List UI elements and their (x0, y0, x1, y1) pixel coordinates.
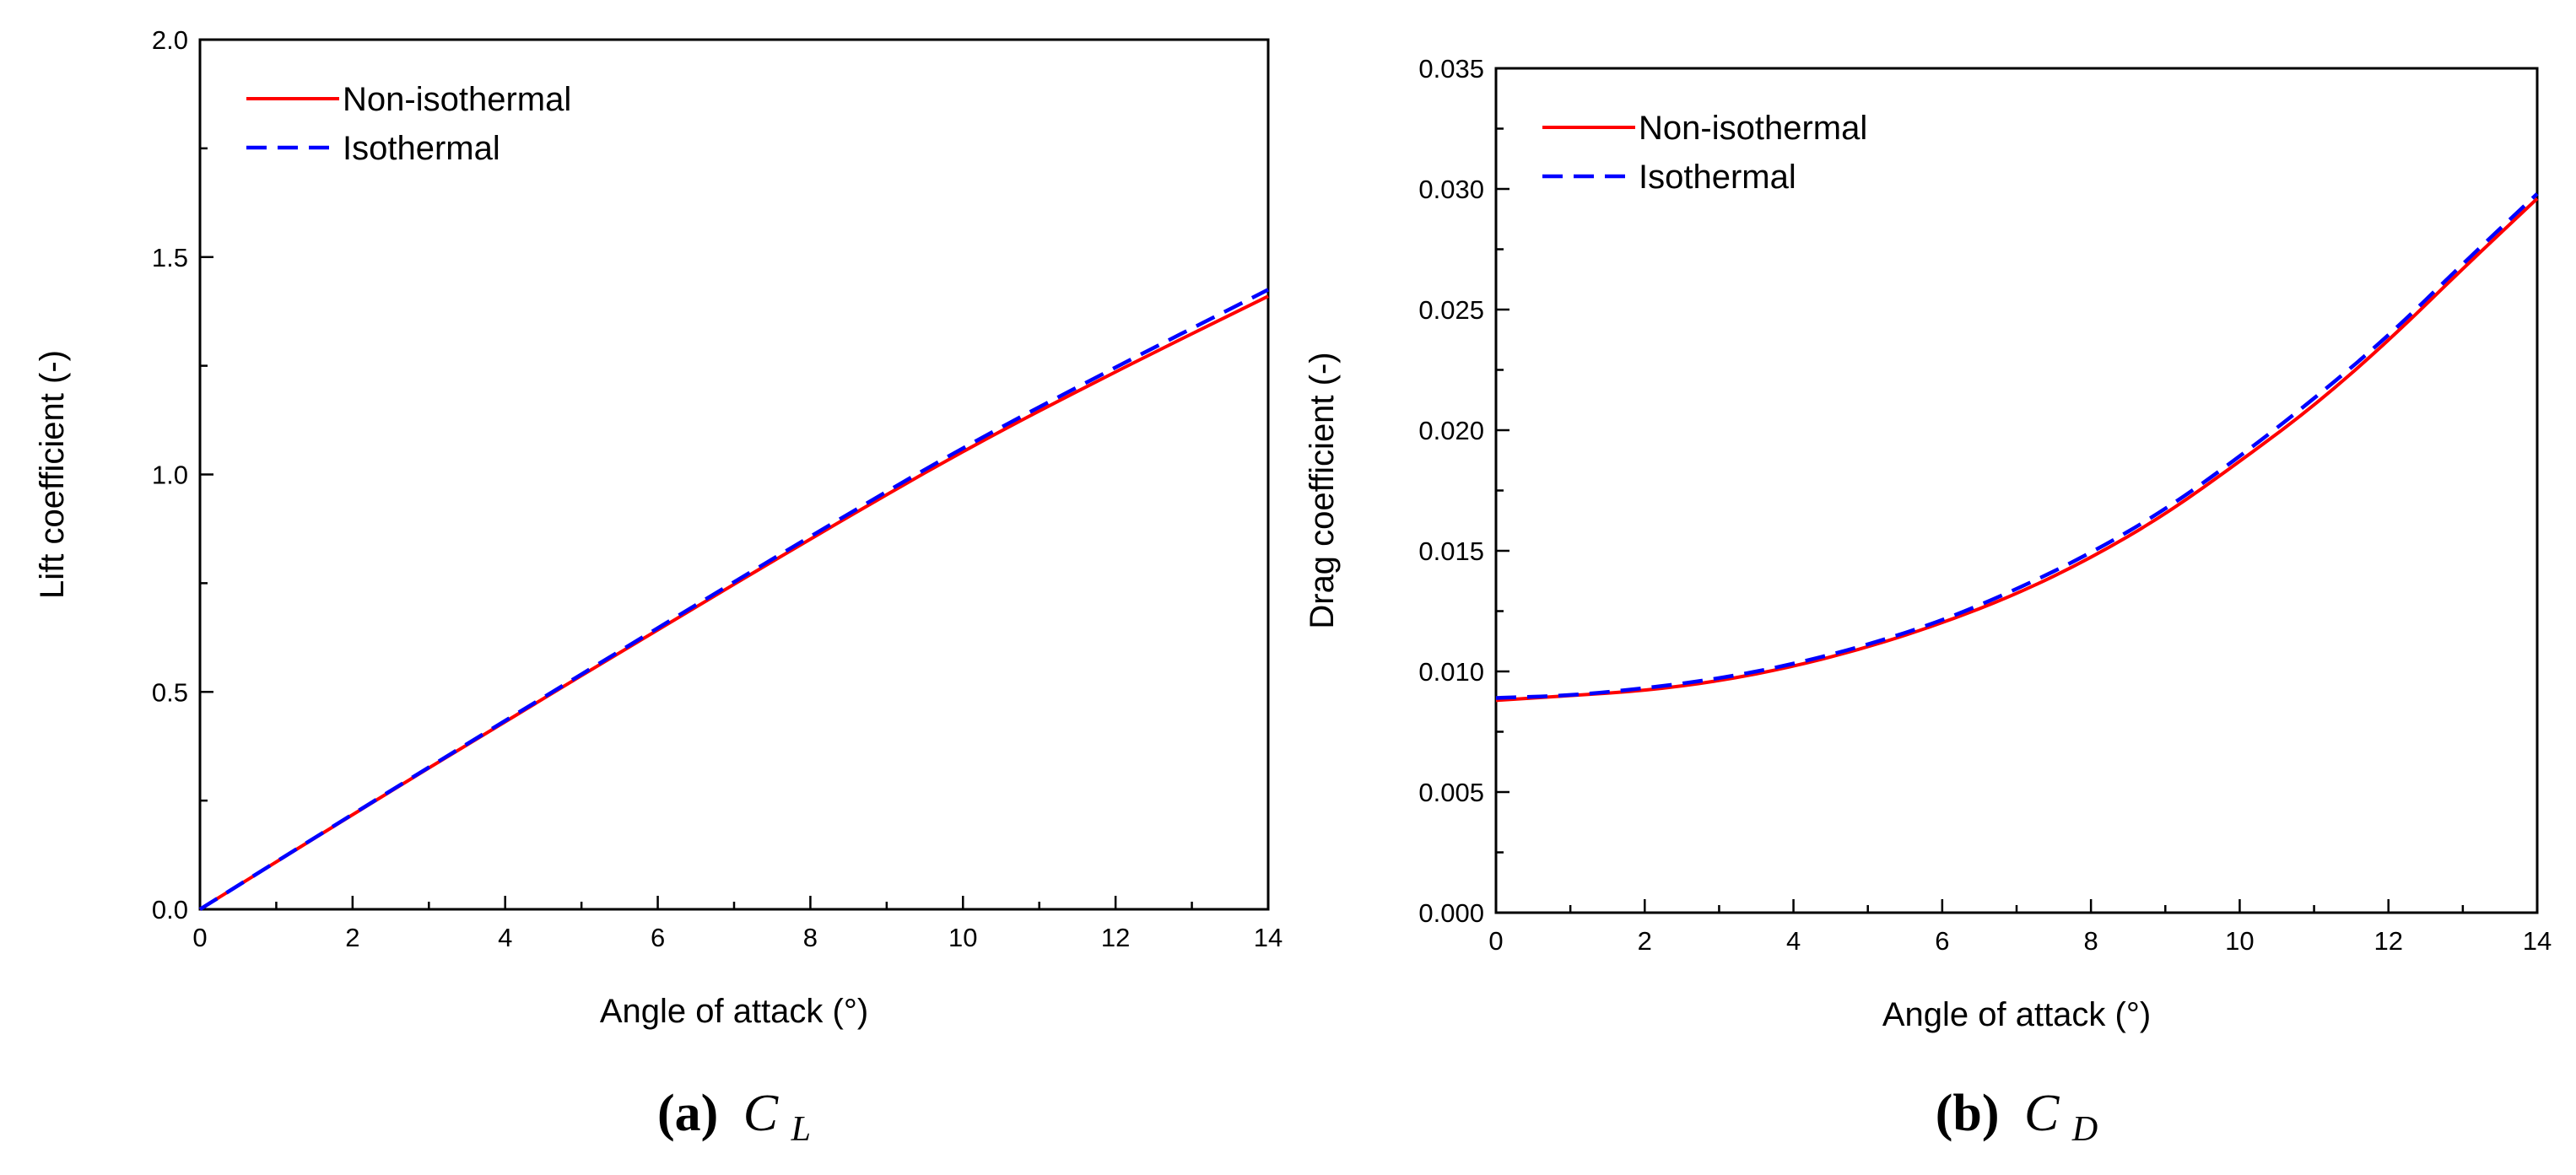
legend-b: Non-isothermal Isothermal (1542, 110, 1867, 196)
x-tick-label-a: 14 (1254, 923, 1283, 952)
series-lines-b (1495, 192, 2539, 703)
x-tick-label-a: 0 (192, 923, 207, 952)
y-tick-label-a: 0.5 (152, 677, 188, 707)
y-tick-label-b: 0.020 (1418, 416, 1484, 445)
x-tick-label-b: 10 (2225, 926, 2254, 956)
x-tick-label-a: 12 (1101, 923, 1130, 952)
x-tick-label-a: 4 (498, 923, 512, 952)
x-tick-label-b: 0 (1488, 926, 1503, 956)
series-line-isothermal-b (1495, 192, 2539, 700)
panel-b-drag-chart: 0 2 4 6 8 10 12 14 0.000 0.005 0.010 0.015 0.020 0.02… (1304, 54, 2552, 1149)
y-tick-label-b: 0.035 (1418, 54, 1484, 84)
series-line-non-isothermal-b (1495, 197, 2539, 703)
y-tick-label-a: 1.5 (152, 243, 188, 272)
y-tick-label-b: 0.025 (1418, 295, 1484, 325)
axis-ticks-b: 0 2 4 6 8 10 12 14 0.000 0.005 0.010 0.015 0.020 0.02… (1418, 54, 2552, 956)
x-tick-label-a: 8 (803, 923, 818, 952)
caption-symbol-a: C (743, 1085, 779, 1142)
x-tick-label-a: 6 (651, 923, 665, 952)
y-tick-label-b: 0.000 (1418, 898, 1484, 928)
series-lines-a (198, 288, 1270, 911)
y-tick-label-b: 0.005 (1418, 778, 1484, 807)
series-line-isothermal-a (198, 288, 1270, 911)
x-tick-label-a: 10 (948, 923, 977, 952)
x-axis-label-a: Angle of attack (°) (600, 993, 868, 1030)
x-tick-label-b: 6 (1935, 926, 1949, 956)
x-tick-label-b: 12 (2373, 926, 2402, 956)
y-tick-label-b: 0.015 (1418, 536, 1484, 566)
caption-a: (a) C L (657, 1085, 811, 1149)
legend-a: Non-isothermal Isothermal (246, 81, 571, 167)
caption-label-a: (a) (657, 1085, 718, 1142)
caption-label-b: (b) (1936, 1085, 2000, 1142)
caption-b: (b) C D (1936, 1085, 2098, 1149)
plot-frame-a (198, 38, 1270, 911)
x-tick-label-b: 2 (1638, 926, 1652, 956)
legend-label-non-isothermal-b: Non-isothermal (1639, 110, 1867, 147)
legend-label-non-isothermal-a: Non-isothermal (343, 81, 571, 118)
y-tick-label-a: 2.0 (152, 25, 188, 55)
y-tick-label-b: 0.030 (1418, 175, 1484, 204)
y-tick-label-b: 0.010 (1418, 657, 1484, 687)
x-axis-label-b: Angle of attack (°) (1882, 996, 2151, 1033)
y-axis-label-b: Drag coefficient (-) (1304, 352, 1341, 628)
caption-subscript-a: L (791, 1110, 811, 1149)
y-tick-label-a: 1.0 (152, 461, 188, 490)
y-tick-label-a: 0.0 (152, 895, 188, 924)
x-tick-label-b: 14 (2523, 926, 2552, 956)
caption-symbol-b: C (2024, 1085, 2060, 1142)
y-axis-label-a: Lift coefficient (-) (34, 350, 71, 599)
panel-a-lift-chart: 0 2 4 6 8 10 12 14 0.0 0.5 1.0 1.5 2.0 Angle of atta… (34, 25, 1283, 1149)
legend-label-isothermal-a: Isothermal (343, 130, 500, 167)
series-line-non-isothermal-a (198, 294, 1269, 911)
x-tick-label-b: 4 (1786, 926, 1801, 956)
caption-subscript-b: D (2071, 1110, 2098, 1149)
axis-ticks-a: 0 2 4 6 8 10 12 14 0.0 0.5 1.0 1.5 2.0 (152, 25, 1283, 952)
x-tick-label-a: 2 (345, 923, 359, 952)
legend-label-isothermal-b: Isothermal (1639, 159, 1796, 196)
x-tick-label-b: 8 (2084, 926, 2098, 956)
